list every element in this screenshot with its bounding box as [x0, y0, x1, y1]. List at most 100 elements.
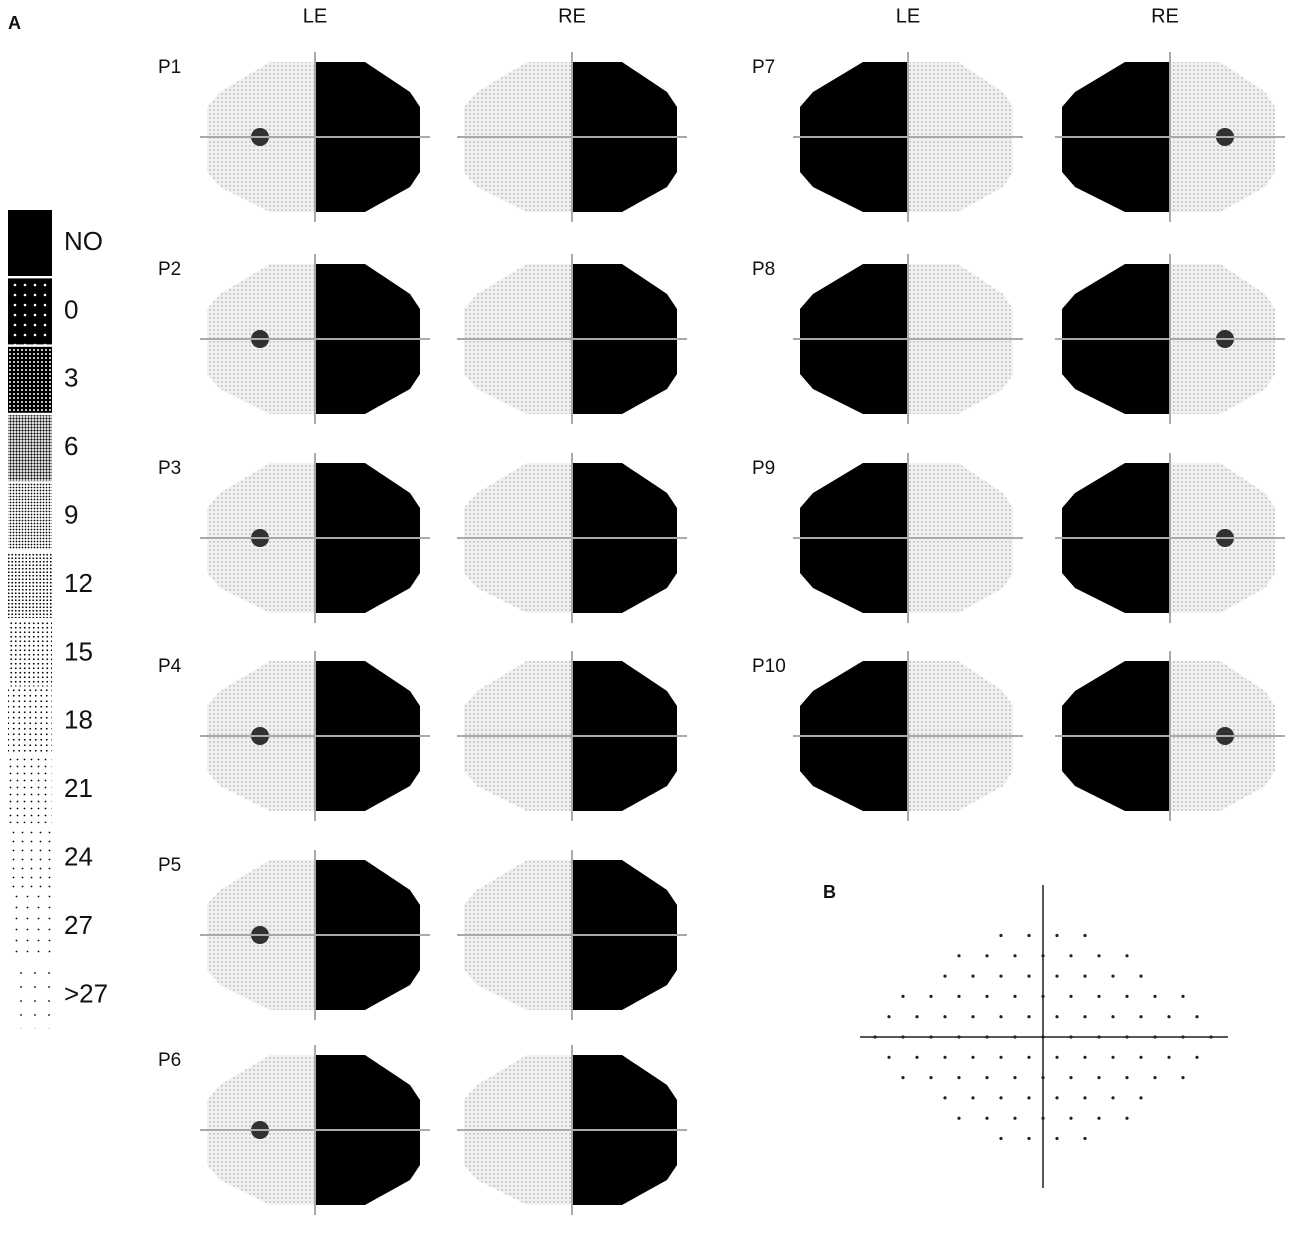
test-point [1195, 1015, 1199, 1019]
test-point [943, 974, 947, 978]
test-point [999, 1136, 1003, 1141]
test-point [1055, 1055, 1059, 1059]
test-point [1055, 974, 1059, 978]
test-point [1181, 994, 1185, 999]
test-point [1153, 1035, 1157, 1039]
test-point [1041, 1035, 1045, 1039]
test-point [1027, 1136, 1031, 1141]
test-point [1181, 1035, 1185, 1039]
column-header: RE [1151, 5, 1179, 27]
test-point [1041, 1116, 1045, 1120]
test-point [985, 1116, 989, 1120]
test-point [1167, 1015, 1171, 1019]
legend-label: NO [64, 226, 103, 256]
panel-label: A [8, 13, 21, 33]
test-point [1027, 1015, 1031, 1019]
test-point [957, 1035, 961, 1039]
test-point [887, 1015, 891, 1019]
test-point [1055, 1096, 1059, 1100]
column-header: RE [558, 5, 586, 27]
test-point [1055, 933, 1059, 938]
test-point [1083, 1015, 1087, 1019]
test-point [1139, 1055, 1143, 1059]
test-point [1097, 1035, 1101, 1039]
test-point [1083, 933, 1087, 938]
test-point [957, 1076, 961, 1080]
test-point [915, 1015, 919, 1019]
test-point [1209, 1035, 1213, 1039]
test-point [1097, 1076, 1101, 1080]
patient-label: P1 [158, 57, 181, 78]
test-point [985, 1035, 989, 1039]
test-point [1069, 994, 1073, 999]
test-point [971, 1096, 975, 1100]
test-point [1111, 974, 1115, 978]
legend-label: 6 [64, 431, 78, 461]
test-point [1055, 1015, 1059, 1019]
test-point [943, 1015, 947, 1019]
test-point [1111, 1055, 1115, 1059]
legend-label: 3 [64, 363, 78, 393]
test-point [1125, 994, 1129, 999]
test-point [1027, 1096, 1031, 1100]
legend-label: >27 [64, 978, 108, 1008]
test-point [1055, 1136, 1059, 1141]
test-point [1013, 1076, 1017, 1080]
legend-label: 15 [64, 636, 93, 666]
test-point [1125, 954, 1129, 958]
test-point [1013, 994, 1017, 999]
test-point [1125, 1076, 1129, 1080]
test-point [1167, 1055, 1171, 1059]
patient-label: P7 [752, 57, 775, 78]
patient-label: P3 [158, 458, 181, 479]
test-point [943, 1096, 947, 1100]
test-point [971, 1015, 975, 1019]
test-point [1069, 1116, 1073, 1120]
legend-swatch [8, 278, 52, 345]
test-point [1139, 1015, 1143, 1019]
legend-label: 21 [64, 773, 93, 803]
test-point [985, 1076, 989, 1080]
patient-label: P4 [158, 656, 182, 677]
test-point [1041, 1076, 1045, 1080]
test-point [999, 974, 1003, 978]
test-point [1097, 954, 1101, 958]
test-point [1069, 1035, 1073, 1039]
legend-swatch [8, 620, 52, 687]
legend-swatch [8, 757, 52, 824]
legend-label: 24 [64, 841, 93, 871]
test-point [1013, 1035, 1017, 1039]
test-point [929, 994, 933, 999]
test-point [971, 1055, 975, 1059]
patient-label: P2 [158, 259, 181, 280]
test-point [1083, 1055, 1087, 1059]
test-point [1181, 1076, 1185, 1080]
test-point [1027, 933, 1031, 938]
test-point [901, 1076, 905, 1080]
patient-label: P6 [158, 1050, 181, 1071]
test-point [985, 994, 989, 999]
test-point [999, 1015, 1003, 1019]
legend-swatch [8, 346, 52, 413]
test-point [1125, 1035, 1129, 1039]
test-point [1083, 974, 1087, 978]
legend-swatch [8, 894, 52, 960]
legend-swatch [8, 962, 52, 1029]
test-point [1083, 1096, 1087, 1100]
test-point [915, 1055, 919, 1059]
test-point [873, 1035, 877, 1039]
test-point [1069, 1076, 1073, 1080]
patient-label: P5 [158, 855, 181, 876]
test-point [929, 1035, 933, 1039]
patient-label: P9 [752, 458, 775, 479]
legend-label: 9 [64, 499, 78, 529]
test-point [957, 954, 961, 958]
legend-label: 18 [64, 705, 93, 735]
test-point [999, 1055, 1003, 1059]
test-point [1153, 1076, 1157, 1080]
legend-swatch [8, 210, 52, 276]
test-point [1083, 1136, 1087, 1141]
test-point [1195, 1055, 1199, 1059]
test-point [1111, 1096, 1115, 1100]
test-point [999, 933, 1003, 938]
